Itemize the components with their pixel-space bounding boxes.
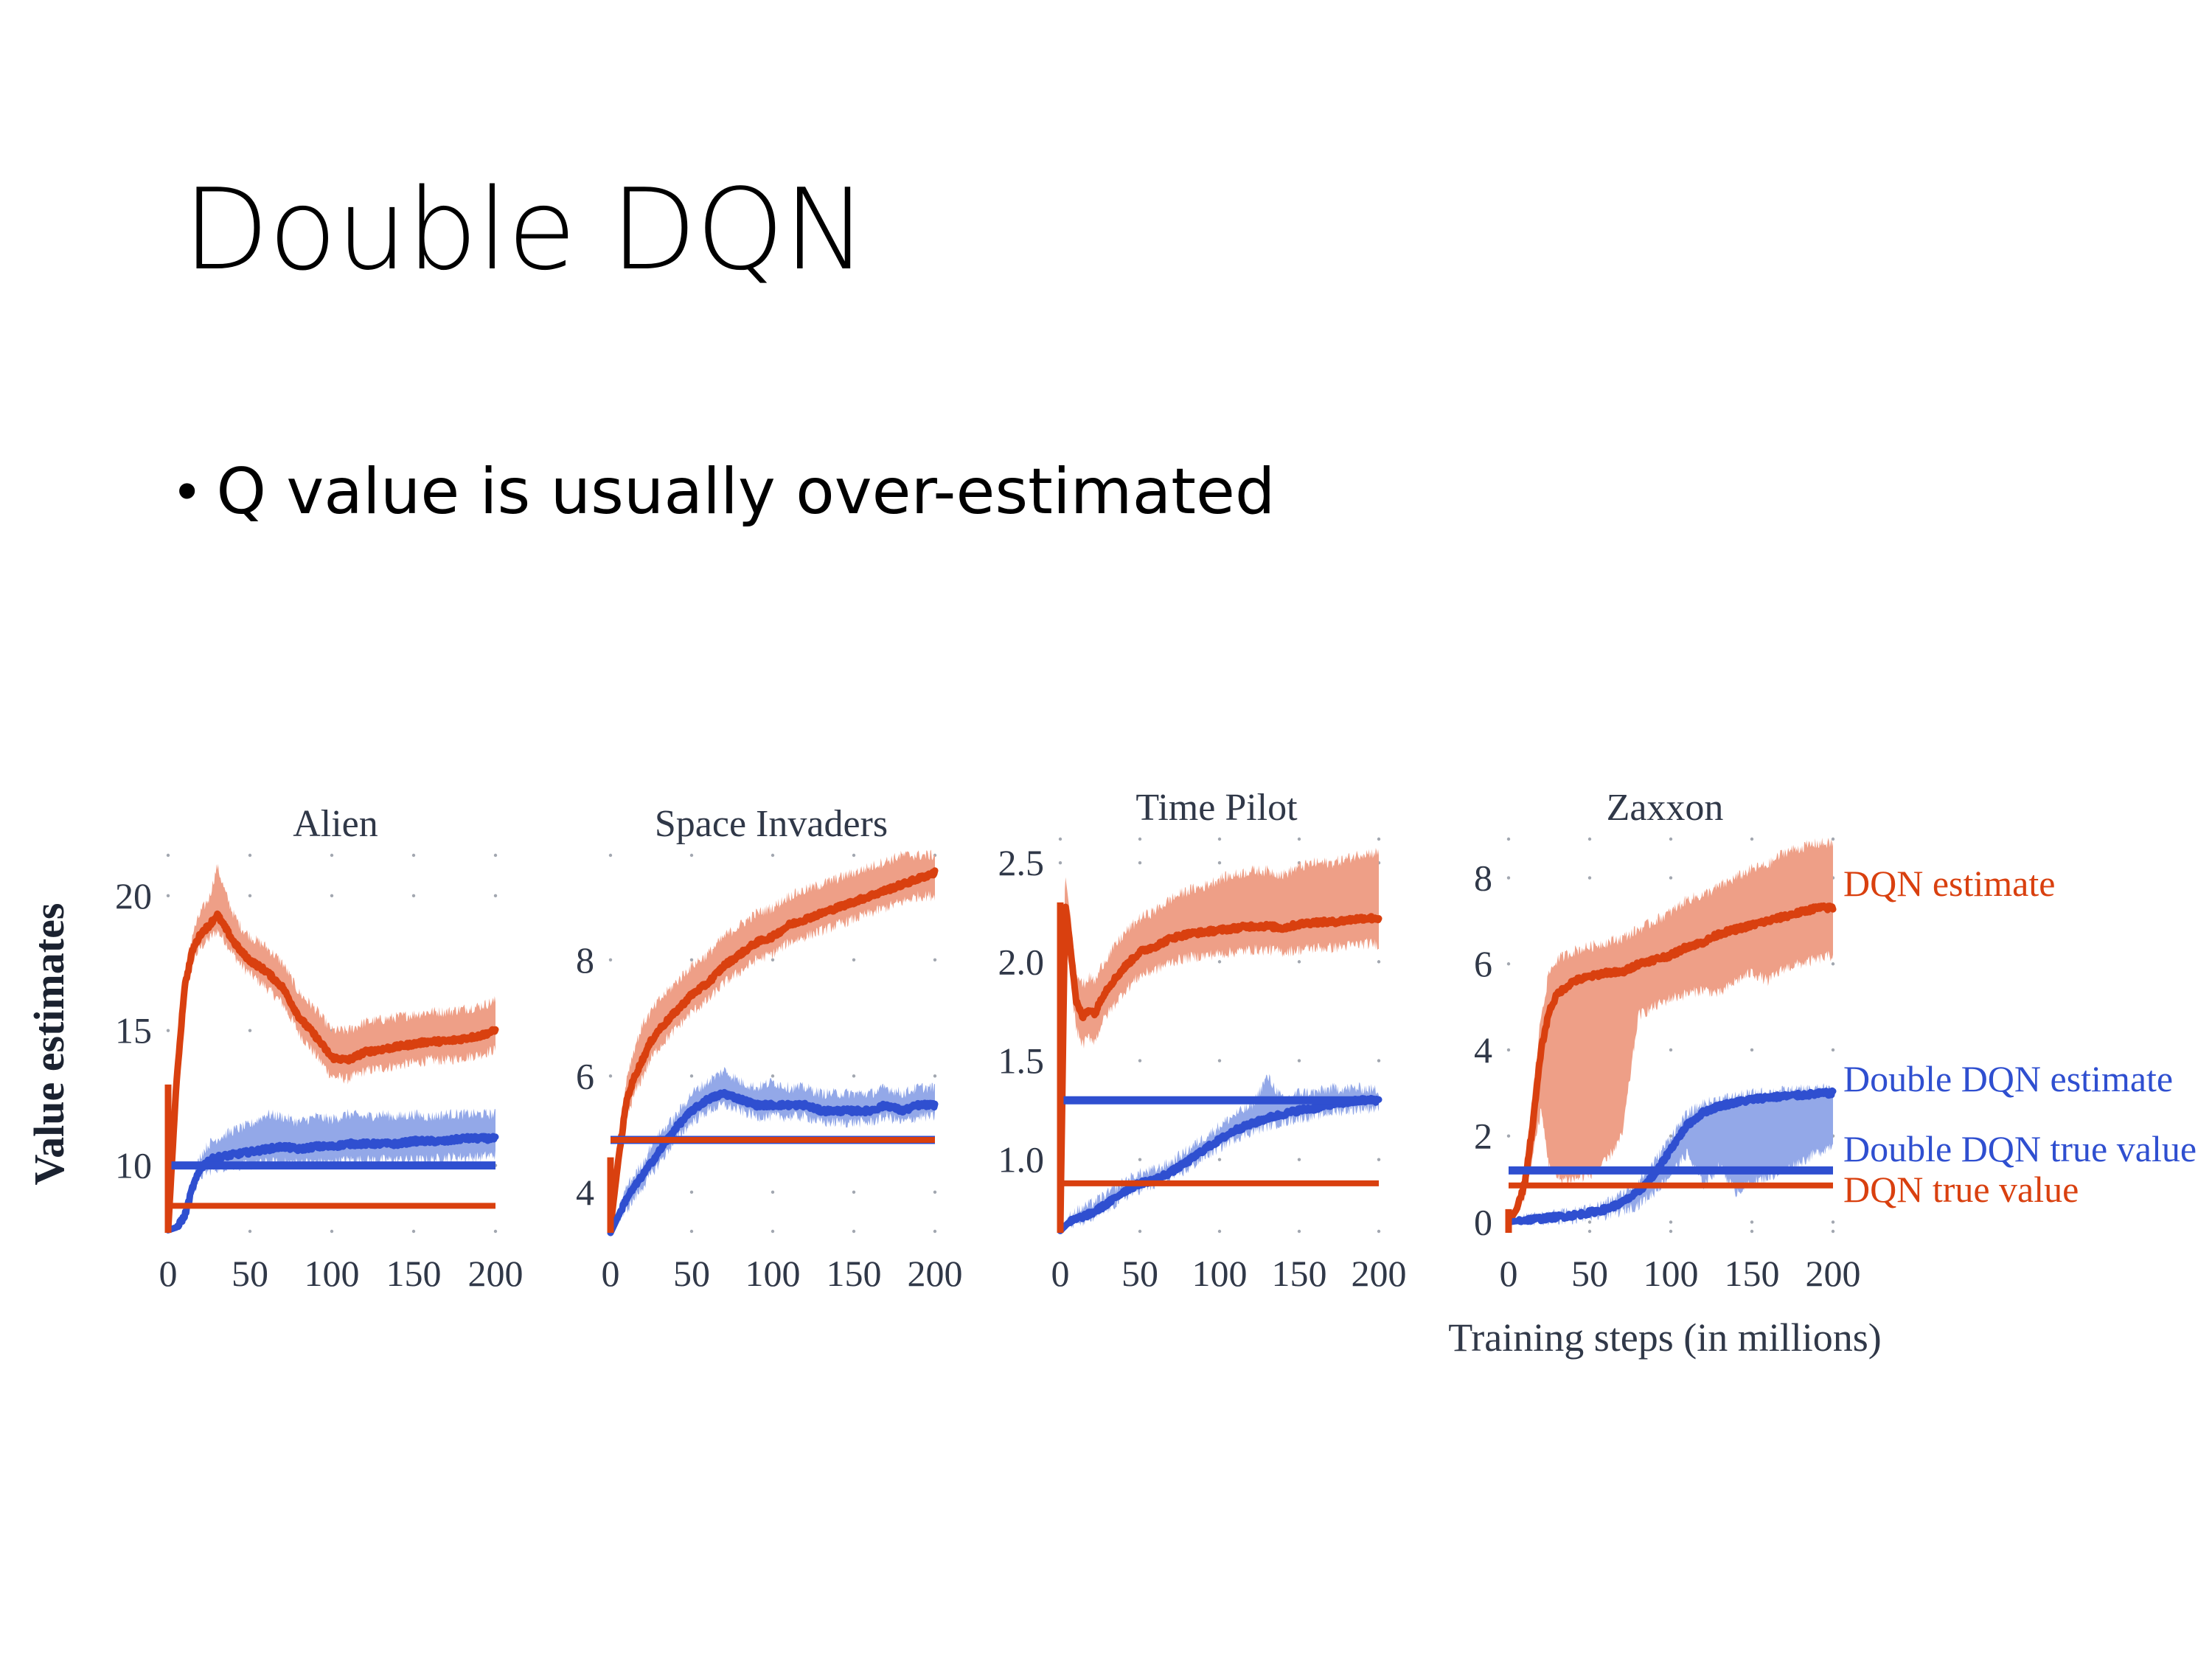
chart-panel-time-pilot: Time Pilot 1.0 1.5 2.0 2.5 0 50 100 150 200 [998,787,1407,1294]
bullet-text: Q value is usually over-estimated [216,455,1276,529]
x-tick-label: 100 [305,1253,360,1294]
band-dqn [611,849,935,1228]
grid-dots [1058,837,1381,1234]
y-tick-label: 10 [115,1145,152,1186]
panel-title: Zaxxon [1607,787,1724,829]
x-tick-label: 200 [908,1253,963,1294]
y-tick-label: 4 [576,1172,594,1213]
x-tick-label: 50 [1571,1253,1608,1294]
y-tick-label: 1.5 [998,1040,1045,1082]
legend-label-1: Double DQN estimate [1843,1058,2173,1099]
chart-legend: DQN estimate Double DQN estimate Double DQ… [1843,863,2197,1210]
x-axis-label: Training steps (in millions) [1448,1315,1882,1360]
chart-panel-zaxxon: Zaxxon 0 2 4 6 8 0 50 100 150 200 [1474,787,1861,1294]
value-estimates-figure: Alien 10 15 20 0 50 100 150 200 Space Invaders 4 6 8… [0,752,2212,1401]
bullet-list: • Q value is usually over-estimated [177,457,1947,527]
y-tick-label: 6 [1474,943,1492,984]
y-tick-label: 2.0 [998,941,1045,982]
x-tick-label: 0 [602,1253,620,1294]
x-tick-label: 150 [1272,1253,1327,1294]
x-tick-label: 200 [1806,1253,1861,1294]
band-dqn [1060,848,1379,1231]
page-title: Double DQN [183,164,867,295]
line-dqn-estimate [1057,903,1382,1234]
y-tick-label: 1.0 [998,1139,1045,1180]
y-tick-label: 2 [1474,1116,1492,1157]
panel-title: Space Invaders [655,803,888,845]
x-tick-label: 100 [1644,1253,1699,1294]
x-tick-label: 50 [232,1253,268,1294]
legend-label-2: Double DQN true value [1843,1128,2197,1169]
y-axis-label: Value estimates [25,903,73,1186]
x-tick-label: 200 [468,1253,524,1294]
y-tick-label: 8 [1474,858,1492,899]
x-tick-label: 150 [1725,1253,1780,1294]
x-tick-label: 0 [1051,1253,1070,1294]
list-item: • Q value is usually over-estimated [177,457,1947,527]
panel-title: Alien [293,803,378,845]
bullet-marker: • [177,458,198,523]
band-dqn [1509,838,1833,1222]
y-tick-label: 20 [115,875,152,917]
legend-label-0: DQN estimate [1843,863,2055,904]
panel-title: Time Pilot [1135,787,1298,829]
x-tick-label: 0 [159,1253,178,1294]
y-tick-label: 2.5 [998,842,1045,883]
line-dqn-estimate [607,867,939,1231]
y-tick-label: 0 [1474,1201,1492,1242]
x-tick-label: 50 [673,1253,710,1294]
x-tick-label: 0 [1500,1253,1518,1294]
x-tick-label: 100 [745,1253,801,1294]
line-dqn-estimate [1505,902,1837,1225]
y-tick-label: 8 [576,939,594,981]
x-tick-label: 200 [1352,1253,1407,1294]
y-tick-label: 6 [576,1055,594,1096]
line-double-dqn-estimate [164,1133,499,1234]
x-tick-label: 50 [1121,1253,1158,1294]
x-tick-label: 150 [827,1253,882,1294]
line-double-dqn-estimate [1505,1087,1837,1225]
legend-label-3: DQN true value [1843,1169,2079,1210]
line-dqn-estimate [164,910,499,1234]
y-tick-label: 4 [1474,1029,1492,1071]
x-tick-label: 150 [386,1253,442,1294]
y-tick-label: 15 [115,1010,152,1051]
chart-panel-space-invaders: Space Invaders 4 6 8 0 50 100 150 200 [576,803,963,1294]
line-double-dqn-estimate [1057,1094,1382,1234]
x-tick-label: 100 [1192,1253,1248,1294]
